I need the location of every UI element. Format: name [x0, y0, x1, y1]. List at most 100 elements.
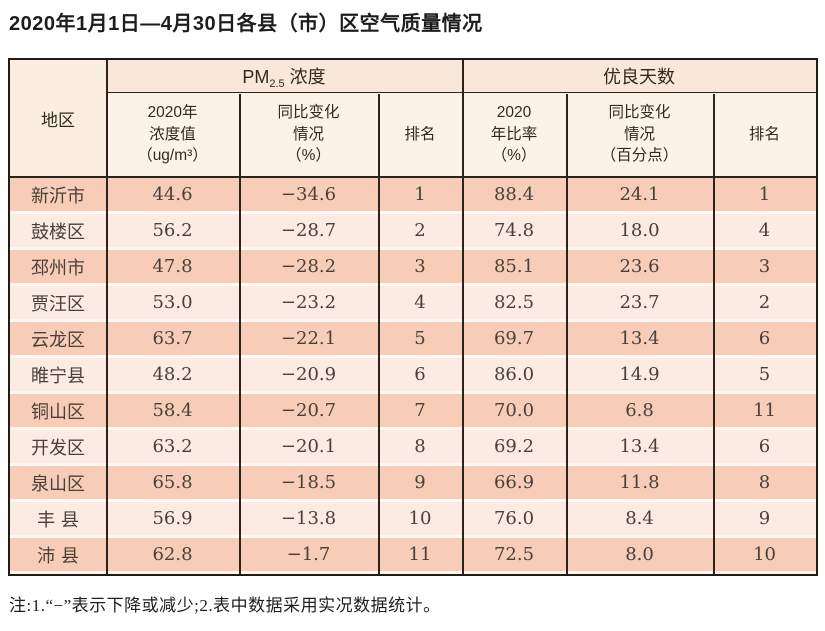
table-row: 鼓楼区 56.2 −28.7 2 74.8 18.0 4	[10, 214, 817, 250]
good-rate-cell: 86.0	[462, 358, 567, 394]
region-cell: 丰 县	[10, 502, 106, 538]
good-change-cell: 23.7	[566, 286, 714, 322]
good-change-cell: 8.4	[566, 502, 714, 538]
column-divider	[239, 94, 241, 574]
table-row: 云龙区 63.7 −22.1 5 69.7 13.4 6	[10, 322, 817, 358]
good-change-cell: 13.4	[566, 322, 714, 358]
good-days-group-header: 优良天数	[462, 60, 817, 93]
pm25-value-cell: 53.0	[106, 286, 239, 322]
good-rank-cell: 10	[713, 538, 817, 574]
pm25-rank-cell: 4	[378, 286, 463, 322]
pm25-value-cell: 47.8	[106, 250, 239, 286]
footnote: 注:1.“−”表示下降或减少;2.表中数据采用实况数据统计。	[9, 596, 441, 615]
good-rate-cell: 88.4	[462, 178, 567, 214]
good-rate-cell: 69.2	[462, 430, 567, 466]
pm25-change-cell: −34.6	[239, 178, 378, 214]
good-rank-cell: 3	[713, 250, 817, 286]
column-divider	[378, 94, 380, 574]
column-divider	[566, 94, 568, 574]
air-quality-table: 地区 PM2.5 浓度 优良天数 2020年 浓度值 （ug/m³） 同比变化 …	[10, 60, 817, 574]
region-cell: 贾汪区	[10, 286, 106, 322]
good-change-cell: 6.8	[566, 394, 714, 430]
good-rank-cell: 2	[713, 286, 817, 322]
good-rank-cell: 1	[713, 178, 817, 214]
table-row: 睢宁县 48.2 −20.9 6 86.0 14.9 5	[10, 358, 817, 394]
good-change-cell: 18.0	[566, 214, 714, 250]
pm25-value-header: 2020年 浓度值 （ug/m³）	[106, 93, 239, 178]
pm25-change-header: 同比变化 情况 （%）	[239, 93, 378, 178]
table-row: 丰 县 56.9 −13.8 10 76.0 8.4 9	[10, 502, 817, 538]
pm25-rank-cell: 2	[378, 214, 463, 250]
good-rank-cell: 5	[713, 358, 817, 394]
good-rank-cell: 4	[713, 214, 817, 250]
pm25-rank-cell: 9	[378, 466, 463, 502]
region-cell: 睢宁县	[10, 358, 106, 394]
good-rate-cell: 76.0	[462, 502, 567, 538]
region-cell: 邳州市	[10, 250, 106, 286]
pm25-change-cell: −22.1	[239, 322, 378, 358]
pm25-label-suffix: 浓度	[284, 66, 326, 87]
pm25-change-cell: −1.7	[239, 538, 378, 574]
table-row: 泉山区 65.8 −18.5 9 66.9 11.8 8	[10, 466, 817, 502]
pm25-value-cell: 44.6	[106, 178, 239, 214]
good-rank-cell: 11	[713, 394, 817, 430]
pm25-label-subscript: 2.5	[269, 77, 285, 90]
table-row: 沛 县 62.8 −1.7 11 72.5 8.0 10	[10, 538, 817, 574]
good-rank-cell: 8	[713, 466, 817, 502]
pm25-value-cell: 62.8	[106, 538, 239, 574]
region-cell: 鼓楼区	[10, 214, 106, 250]
pm25-rank-cell: 3	[378, 250, 463, 286]
pm25-value-cell: 65.8	[106, 466, 239, 502]
pm25-rank-cell: 11	[378, 538, 463, 574]
good-rank-cell: 6	[713, 322, 817, 358]
good-rate-cell: 66.9	[462, 466, 567, 502]
good-change-cell: 11.8	[566, 466, 714, 502]
table-row: 开发区 63.2 −20.1 8 69.2 13.4 6	[10, 430, 817, 466]
pm25-value-cell: 63.2	[106, 430, 239, 466]
region-cell: 泉山区	[10, 466, 106, 502]
pm25-value-cell: 56.9	[106, 502, 239, 538]
pm25-change-cell: −18.5	[239, 466, 378, 502]
pm25-rank-header: 排名	[378, 93, 463, 178]
region-cell: 云龙区	[10, 322, 106, 358]
pm25-rank-cell: 8	[378, 430, 463, 466]
region-header: 地区	[10, 60, 106, 178]
air-quality-table-wrap: 地区 PM2.5 浓度 优良天数 2020年 浓度值 （ug/m³） 同比变化 …	[8, 58, 818, 576]
pm25-change-cell: −28.7	[239, 214, 378, 250]
good-change-header: 同比变化 情况 （百分点）	[566, 93, 714, 178]
pm25-rank-cell: 5	[378, 322, 463, 358]
good-rank-cell: 9	[713, 502, 817, 538]
good-rate-header: 2020 年比率 （%）	[462, 93, 567, 178]
good-rate-cell: 69.7	[462, 322, 567, 358]
pm25-rank-cell: 6	[378, 358, 463, 394]
pm25-value-cell: 63.7	[106, 322, 239, 358]
page-title: 2020年1月1日—4月30日各县（市）区空气质量情况	[9, 13, 483, 35]
header-sub-row: 2020年 浓度值 （ug/m³） 同比变化 情况 （%） 排名 2020 年比…	[10, 93, 817, 178]
good-rate-cell: 70.0	[462, 394, 567, 430]
group-divider	[462, 60, 464, 574]
table-row: 邳州市 47.8 −28.2 3 85.1 23.6 3	[10, 250, 817, 286]
good-rate-cell: 72.5	[462, 538, 567, 574]
good-rank-header: 排名	[713, 93, 817, 178]
good-rate-cell: 74.8	[462, 214, 567, 250]
good-change-cell: 13.4	[566, 430, 714, 466]
table-row: 新沂市 44.6 −34.6 1 88.4 24.1 1	[10, 178, 817, 214]
pm25-group-header: PM2.5 浓度	[106, 60, 463, 93]
pm25-change-cell: −23.2	[239, 286, 378, 322]
pm25-change-cell: −20.9	[239, 358, 378, 394]
column-divider	[713, 94, 715, 574]
region-cell: 铜山区	[10, 394, 106, 430]
good-change-cell: 8.0	[566, 538, 714, 574]
pm25-rank-cell: 10	[378, 502, 463, 538]
pm25-change-cell: −13.8	[239, 502, 378, 538]
pm25-label-prefix: PM	[242, 66, 270, 87]
good-rate-cell: 82.5	[462, 286, 567, 322]
pm25-rank-cell: 1	[378, 178, 463, 214]
header-group-row: 地区 PM2.5 浓度 优良天数	[10, 60, 817, 178]
pm25-change-cell: −28.2	[239, 250, 378, 286]
table-body: 新沂市 44.6 −34.6 1 88.4 24.1 1 鼓楼区 56.2 −28.7 2 74.8 1…	[10, 178, 817, 574]
pm25-change-cell: −20.7	[239, 394, 378, 430]
good-rate-cell: 85.1	[462, 250, 567, 286]
pm25-value-cell: 58.4	[106, 394, 239, 430]
pm25-rank-cell: 7	[378, 394, 463, 430]
